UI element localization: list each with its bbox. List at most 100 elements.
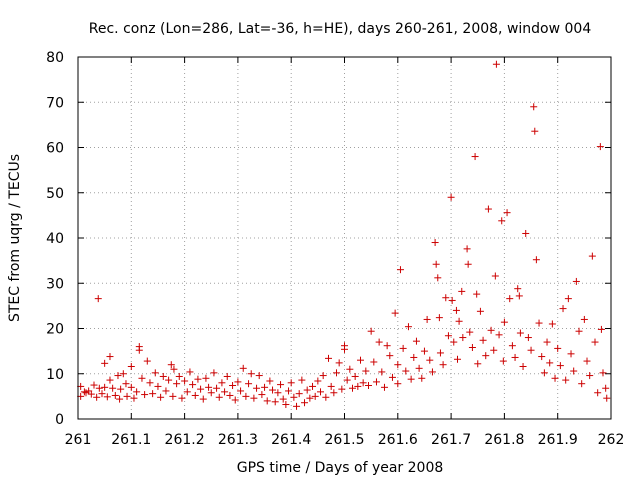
y-tick-label: 40: [46, 231, 64, 247]
data-point: [293, 402, 301, 410]
data-point: [511, 353, 519, 361]
data-point: [473, 290, 481, 298]
data-point: [428, 368, 436, 376]
data-point: [532, 256, 540, 264]
data-point: [141, 391, 149, 399]
data-point: [149, 390, 157, 398]
data-point: [540, 369, 548, 377]
data-point: [356, 356, 364, 364]
y-tick-label: 0: [55, 412, 64, 428]
data-point: [101, 359, 109, 367]
data-point: [186, 368, 194, 376]
data-point: [597, 325, 605, 333]
data-point: [191, 391, 199, 399]
data-point: [471, 153, 479, 161]
data-point: [322, 393, 330, 401]
data-point: [250, 394, 258, 402]
data-point: [570, 367, 578, 375]
data-point: [253, 384, 261, 392]
data-point: [154, 382, 162, 390]
data-point: [394, 361, 402, 369]
data-point: [603, 394, 611, 402]
data-point: [434, 274, 442, 282]
y-tick-labels: 0 10 20 30 40 50 60 70 80: [46, 50, 64, 428]
x-tick-label: 261.4: [271, 432, 311, 448]
data-point: [522, 229, 530, 237]
data-point: [127, 363, 135, 371]
data-point: [412, 337, 420, 345]
data-point: [367, 327, 375, 335]
data-point: [531, 127, 539, 135]
data-point: [101, 383, 109, 391]
data-point: [80, 388, 88, 396]
data-point: [482, 352, 490, 360]
data-point: [418, 374, 426, 382]
data-point: [543, 338, 551, 346]
x-tick-label: 262: [598, 432, 625, 448]
data-point: [103, 393, 111, 401]
data-point: [223, 372, 231, 380]
data-point: [431, 239, 439, 247]
data-point: [285, 387, 293, 395]
data-point: [364, 382, 372, 390]
data-point: [106, 353, 114, 361]
data-point: [114, 372, 122, 380]
data-point: [221, 388, 229, 396]
data-point: [183, 388, 191, 396]
data-point: [436, 349, 444, 357]
data-point: [439, 361, 447, 369]
y-tick-label: 10: [46, 367, 64, 383]
data-point: [319, 372, 327, 380]
data-point: [167, 361, 175, 369]
data-point: [466, 328, 474, 336]
data-point: [415, 364, 423, 372]
data-point: [548, 320, 556, 328]
data-point: [210, 369, 218, 377]
data-point: [588, 252, 596, 260]
data-point: [314, 377, 322, 385]
data-point: [94, 295, 102, 303]
data-point: [599, 369, 607, 377]
data-point: [159, 372, 167, 380]
data-point: [351, 372, 359, 380]
data-point: [213, 384, 221, 392]
data-point: [410, 353, 418, 361]
data-point: [578, 380, 586, 388]
data-point: [370, 358, 378, 366]
data-point: [277, 381, 285, 389]
data-point: [146, 379, 154, 387]
data-point: [95, 384, 103, 392]
data-point: [282, 401, 290, 409]
data-point: [562, 376, 570, 384]
data-point: [335, 359, 343, 367]
data-point: [448, 296, 456, 304]
data-point: [362, 367, 370, 375]
data-point: [122, 380, 130, 388]
data-point: [290, 393, 298, 401]
data-point: [261, 383, 269, 391]
data-point: [450, 338, 458, 346]
data-point: [394, 380, 402, 388]
data-point: [263, 397, 271, 405]
data-point: [479, 336, 487, 344]
data-point: [580, 315, 588, 323]
data-point: [530, 103, 538, 111]
data-point: [514, 285, 522, 293]
data-point: [396, 266, 404, 274]
data-point: [117, 385, 125, 393]
data-point: [492, 60, 500, 68]
data-point: [111, 391, 119, 399]
data-point: [551, 374, 559, 382]
data-point: [535, 319, 543, 327]
data-point: [231, 396, 239, 404]
data-point: [130, 394, 138, 402]
data-point: [170, 365, 178, 373]
data-point: [274, 389, 282, 397]
data-point: [594, 389, 602, 397]
data-point: [506, 295, 514, 303]
data-point: [404, 323, 412, 331]
data-point: [303, 386, 311, 394]
data-point: [311, 392, 319, 400]
data-point: [271, 398, 279, 406]
